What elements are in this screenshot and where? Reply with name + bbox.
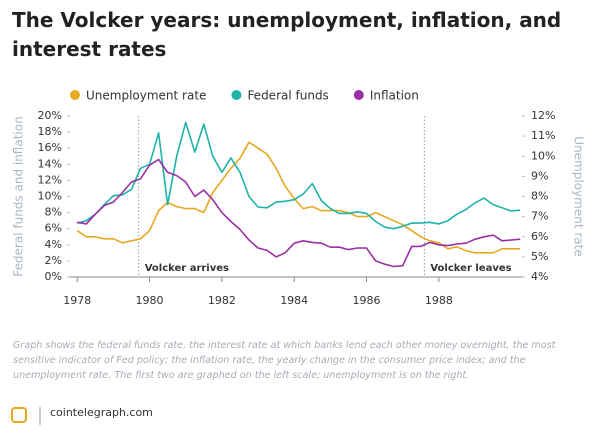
y2-tick-label: 8%	[531, 190, 548, 203]
y2-tick-label: 11%	[531, 129, 555, 142]
y-tick-label: 16%	[38, 141, 62, 154]
series-line	[77, 158, 521, 268]
source: cointelegraph.com	[50, 406, 153, 419]
y-tick-label: 14%	[38, 157, 62, 170]
y-tick-label: 6%	[45, 222, 62, 235]
y-axis-title: Federal funds and inflation	[12, 116, 26, 276]
y2-tick-label: 10%	[531, 149, 555, 162]
x-tick-label: 1978	[63, 294, 91, 307]
y-tick-label: 18%	[38, 125, 62, 138]
logo	[11, 407, 27, 423]
caption: Graph shows the federal funds rate, the …	[13, 340, 556, 381]
legend-marker	[70, 90, 80, 100]
x-tick-label: 1984	[280, 294, 308, 307]
x-tick-label: 1982	[208, 294, 236, 307]
legend-label: Unemployment rate	[86, 89, 206, 103]
y2-tick-label: 4%	[531, 270, 548, 283]
y2-tick-label: 7%	[531, 210, 548, 223]
legend-label: Federal funds	[247, 89, 328, 103]
y2-axis-title: Unemployment rate	[572, 136, 586, 256]
y2-tick-label: 9%	[531, 169, 548, 182]
legend-marker	[231, 90, 242, 100]
x-tick-label: 1986	[353, 294, 381, 307]
chart-title: The Volcker years: unemployment, inflati…	[12, 8, 562, 61]
y-tick-label: 10%	[38, 190, 62, 203]
y-tick-label: 2%	[45, 254, 62, 267]
x-tick-label: 1980	[136, 294, 164, 307]
annotation-label: Volcker leaves	[430, 263, 511, 274]
y2-tick-label: 5%	[531, 250, 548, 263]
annotation-label: Volcker arrives	[145, 263, 229, 274]
y-tick-label: 4%	[45, 238, 62, 251]
legend-marker	[353, 90, 364, 100]
x-tick-label: 1988	[425, 294, 453, 307]
y-tick-label: 8%	[45, 206, 62, 219]
y2-tick-label: 12%	[531, 109, 555, 122]
legend-label: Inflation	[370, 89, 419, 103]
y-tick-label: 0%	[45, 270, 62, 283]
y-tick-label: 20%	[38, 109, 62, 122]
y2-tick-label: 6%	[531, 230, 548, 243]
series-line	[76, 141, 521, 254]
series-line	[76, 121, 521, 230]
y-tick-label: 12%	[38, 173, 62, 186]
